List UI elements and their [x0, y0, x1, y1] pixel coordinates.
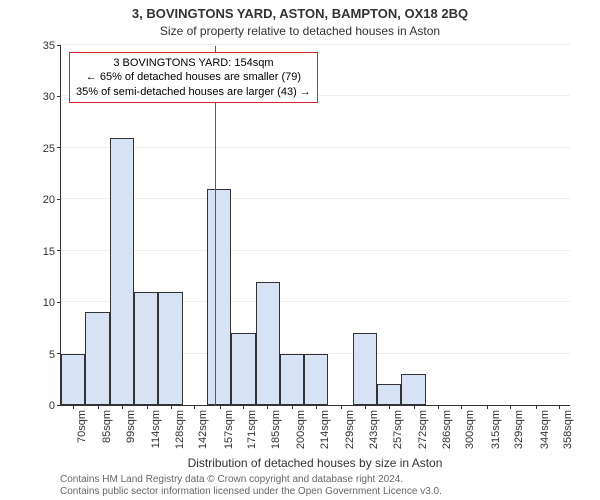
- chart-subtitle: Size of property relative to detached ho…: [0, 24, 600, 38]
- histogram-bar: [231, 333, 255, 405]
- callout-line: ← 65% of detached houses are smaller (79…: [76, 70, 311, 84]
- histogram-bar: [61, 354, 85, 405]
- x-tick-mark: [536, 405, 537, 409]
- y-tick-mark: [57, 45, 61, 46]
- grid-line: [61, 198, 570, 199]
- x-tick-mark: [220, 405, 221, 409]
- y-tick-mark: [57, 96, 61, 97]
- callout-box: 3 BOVINGTONS YARD: 154sqm← 65% of detach…: [69, 52, 318, 103]
- x-tick-mark: [98, 405, 99, 409]
- x-tick-mark: [487, 405, 488, 409]
- footer-line-2: Contains public sector information licen…: [60, 486, 442, 498]
- histogram-bar: [377, 384, 401, 405]
- histogram-bar: [256, 282, 280, 405]
- y-tick-label: 20: [25, 194, 55, 206]
- y-tick-mark: [57, 199, 61, 200]
- histogram-bar: [304, 354, 328, 405]
- histogram-bar: [134, 292, 158, 405]
- x-tick-mark: [389, 405, 390, 409]
- y-tick-mark: [57, 250, 61, 251]
- x-tick-mark: [414, 405, 415, 409]
- x-tick-mark: [171, 405, 172, 409]
- y-tick-mark: [57, 147, 61, 148]
- callout-line: 35% of semi-detached houses are larger (…: [76, 85, 311, 99]
- x-tick-mark: [122, 405, 123, 409]
- x-tick-mark: [559, 405, 560, 409]
- x-tick-mark: [316, 405, 317, 409]
- x-axis-label: Distribution of detached houses by size …: [60, 456, 570, 470]
- x-tick-mark: [147, 405, 148, 409]
- histogram-bar: [207, 189, 231, 405]
- x-tick-mark: [73, 405, 74, 409]
- x-tick-mark: [267, 405, 268, 409]
- histogram-bar: [401, 374, 425, 405]
- chart-title: 3, BOVINGTONS YARD, ASTON, BAMPTON, OX18…: [0, 6, 600, 21]
- grid-line: [61, 44, 570, 45]
- x-tick-mark: [194, 405, 195, 409]
- y-tick-label: 5: [25, 349, 55, 361]
- y-tick-label: 25: [25, 143, 55, 155]
- x-tick-mark: [292, 405, 293, 409]
- x-tick-mark: [243, 405, 244, 409]
- x-tick-mark: [461, 405, 462, 409]
- y-tick-label: 15: [25, 246, 55, 258]
- plot-area: 3 BOVINGTONS YARD: 154sqm← 65% of detach…: [60, 46, 570, 406]
- y-tick-label: 0: [25, 400, 55, 412]
- y-tick-label: 35: [25, 40, 55, 52]
- x-tick-mark: [438, 405, 439, 409]
- grid-line: [61, 250, 570, 251]
- x-tick-mark: [365, 405, 366, 409]
- footer-attribution: Contains HM Land Registry data © Crown c…: [60, 474, 442, 498]
- x-tick-mark: [341, 405, 342, 409]
- grid-line: [61, 147, 570, 148]
- callout-line: 3 BOVINGTONS YARD: 154sqm: [76, 56, 311, 70]
- chart-container: 3, BOVINGTONS YARD, ASTON, BAMPTON, OX18…: [0, 0, 600, 500]
- footer-line-1: Contains HM Land Registry data © Crown c…: [60, 474, 442, 486]
- histogram-bar: [110, 138, 134, 405]
- y-tick-label: 30: [25, 91, 55, 103]
- x-tick-mark: [510, 405, 511, 409]
- histogram-bar: [158, 292, 182, 405]
- histogram-bar: [353, 333, 377, 405]
- histogram-bar: [85, 312, 109, 405]
- histogram-bar: [280, 354, 304, 405]
- y-tick-label: 10: [25, 297, 55, 309]
- y-tick-mark: [57, 302, 61, 303]
